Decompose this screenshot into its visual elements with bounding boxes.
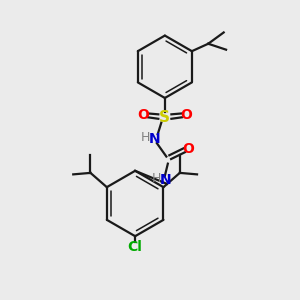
Text: Cl: Cl	[128, 241, 142, 254]
Text: H: H	[152, 172, 161, 185]
Text: O: O	[180, 108, 192, 122]
Text: S: S	[159, 110, 170, 125]
Text: H: H	[141, 131, 151, 144]
Text: O: O	[137, 108, 149, 122]
Text: O: O	[182, 142, 194, 156]
Text: N: N	[160, 173, 171, 187]
Text: N: N	[149, 132, 161, 146]
